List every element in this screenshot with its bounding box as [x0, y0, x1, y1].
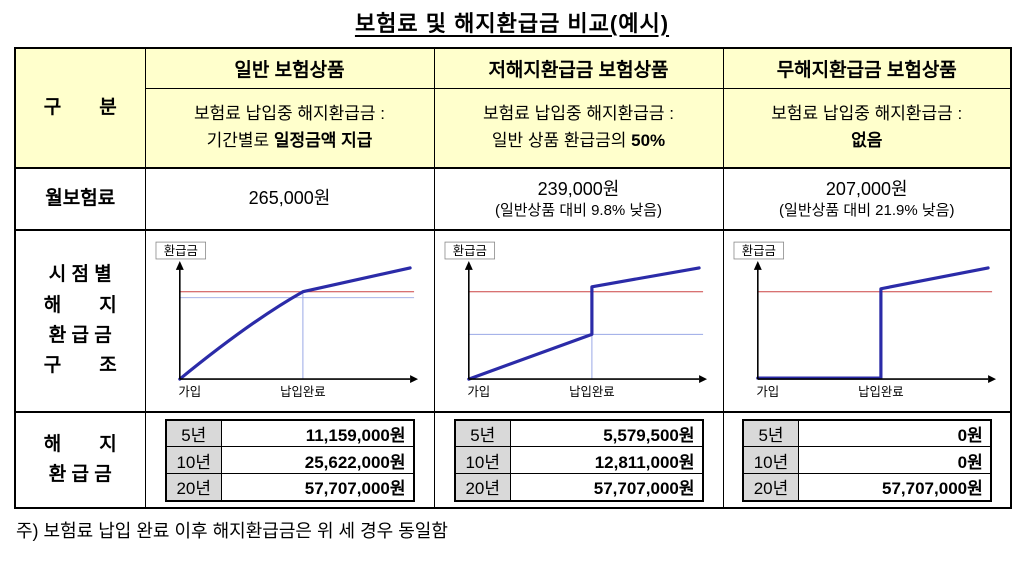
table-row: 20년 57,707,000원 — [742, 473, 992, 501]
table-row: 20년 57,707,000원 — [165, 473, 414, 501]
table-row: 10년 12,811,000원 — [454, 446, 703, 474]
x-start-label: 가입 — [178, 384, 201, 398]
x-end-label: 납입완료 — [569, 384, 615, 398]
product-name-general: 일반 보험상품 — [144, 47, 435, 89]
chart-low-surrender: 환급금 가입 납입완료 — [444, 241, 707, 398]
footnote: 주) 보험료 납입 완료 이후 해지환급금은 위 세 경우 동일함 — [16, 521, 448, 541]
values-table-general: 5년 11,159,000원 10년 25,622,000원 20년 57,707,0… — [164, 418, 415, 502]
year-cell: 20년 — [454, 473, 511, 501]
comparison-table: 구 분 일반 보험상품 저해지환급금 보험상품 무해지환급금 보험상품 보험료 … — [14, 47, 1012, 509]
table-row: 20년 57,707,000원 — [454, 473, 703, 501]
premium-note: (일반상품 대비 21.9% 낮음) — [779, 201, 955, 219]
amount-cell: 57,707,000원 — [510, 473, 703, 501]
monthly-premium-row: 월보험료 265,000원 239,000원 (일반상품 대비 9.8% 낮음)… — [14, 167, 1012, 231]
x-axis-arrow — [409, 374, 418, 383]
surrender-structure-row: 시 점 별 해 지 환 급 금 구 조 환급금 가입 납입완료 — [14, 229, 1012, 413]
x-end-label: 납입완료 — [858, 384, 904, 398]
header-name-row: 구 분 일반 보험상품 저해지환급금 보험상품 무해지환급금 보험상품 — [14, 47, 1012, 169]
chart-cell-general: 환급금 가입 납입완료 — [144, 229, 435, 413]
amount-cell: 12,811,000원 — [510, 446, 703, 474]
row-label-values: 해 지 환 급 금 — [14, 411, 146, 509]
values-table-no-surrender: 5년 0원 10년 0원 20년 57,707,000원 — [741, 418, 992, 502]
product-name-low-surrender: 저해지환급금 보험상품 — [433, 47, 724, 89]
table-row: 5년 5,579,500원 — [454, 419, 703, 447]
premium-no-surrender: 207,000원 (일반상품 대비 21.9% 낮음) — [722, 167, 1012, 231]
amount-cell: 57,707,000원 — [798, 473, 992, 501]
product-name-no-surrender: 무해지환급금 보험상품 — [722, 47, 1012, 89]
amount-cell: 57,707,000원 — [221, 473, 414, 501]
desc-line2: 기간별로 일정금액 지급 — [206, 130, 373, 150]
page-title: 보험료 및 해지환급금 비교(예시) — [354, 11, 670, 36]
x-axis-arrow — [698, 374, 707, 383]
y-axis-arrow — [464, 260, 473, 270]
values-cell-no-surrender: 5년 0원 10년 0원 20년 57,707,000원 — [722, 411, 1012, 509]
premium-note: (일반상품 대비 9.8% 낮음) — [494, 201, 663, 219]
x-start-label: 가입 — [756, 384, 779, 398]
values-cell-general: 5년 11,159,000원 10년 25,622,000원 20년 57,707,0… — [144, 411, 435, 509]
premium-general: 265,000원 — [144, 167, 435, 231]
surrender-curve — [177, 265, 412, 381]
y-axis-arrow — [753, 260, 762, 270]
y-label-box — [155, 241, 206, 259]
chart-cell-no-surrender: 환급금 가입 납입완료 — [722, 229, 1012, 413]
amount-cell: 5,579,500원 — [510, 419, 703, 447]
amount-cell: 11,159,000원 — [221, 419, 414, 447]
year-cell: 10년 — [165, 446, 222, 474]
amount-cell: 0원 — [798, 446, 992, 474]
y-axis-label: 환급금 — [452, 244, 486, 258]
desc-line2: 일반 상품 환급금의 50% — [491, 130, 666, 150]
amount-cell: 25,622,000원 — [221, 446, 414, 474]
year-cell: 10년 — [454, 446, 511, 474]
surrender-curve — [466, 265, 701, 381]
product-desc-general: 보험료 납입중 해지환급금 : 기간별로 일정금액 지급 — [144, 87, 435, 169]
surrender-curve — [755, 265, 990, 380]
table-row: 10년 25,622,000원 — [165, 446, 414, 474]
premium-amount: 239,000원 — [537, 178, 620, 199]
year-cell: 5년 — [742, 419, 800, 447]
desc-line1: 보험료 납입중 해지환급금 : — [483, 104, 674, 124]
row-label-category: 구 분 — [14, 47, 146, 169]
product-desc-no-surrender: 보험료 납입중 해지환급금 : 없음 — [722, 87, 1012, 169]
premium-amount: 265,000원 — [248, 188, 331, 209]
y-axis-label: 환급금 — [741, 244, 775, 258]
desc-line1: 보험료 납입중 해지환급금 : — [771, 104, 963, 124]
amount-cell: 0원 — [798, 419, 992, 447]
x-axis-arrow — [987, 374, 996, 383]
surrender-values-row: 해 지 환 급 금 5년 11,159,000원 10년 25,622,000원 2… — [14, 411, 1012, 509]
chart-general: 환급금 가입 납입완료 — [155, 241, 418, 398]
table-row: 10년 0원 — [742, 446, 992, 474]
table-row: 5년 0원 — [742, 419, 992, 447]
y-axis-label: 환급금 — [163, 244, 197, 258]
year-cell: 20년 — [742, 473, 800, 501]
y-label-box — [444, 241, 495, 259]
header-desc-row: 보험료 납입중 해지환급금 : 기간별로 일정금액 지급 보험료 납입중 해지환… — [15, 87, 1012, 169]
year-cell: 5년 — [165, 419, 222, 447]
document-page: 보험료 및 해지환급금 비교(예시) 구 분 일반 보험상품 저해지환급금 보험… — [14, 11, 1012, 541]
premium-amount: 207,000원 — [825, 178, 908, 199]
x-start-label: 가입 — [467, 384, 490, 398]
row-label-premium: 월보험료 — [14, 167, 146, 231]
year-cell: 20년 — [165, 473, 222, 501]
table-row: 5년 11,159,000원 — [165, 419, 414, 447]
y-axis-arrow — [175, 260, 184, 270]
desc-line2: 없음 — [851, 130, 883, 150]
year-cell: 5년 — [454, 419, 511, 447]
chart-cell-low-surrender: 환급금 가입 납입완료 — [433, 229, 724, 413]
desc-line1: 보험료 납입중 해지환급금 : — [194, 104, 385, 124]
premium-low-surrender: 239,000원 (일반상품 대비 9.8% 낮음) — [433, 167, 724, 231]
x-end-label: 납입완료 — [280, 384, 326, 398]
values-cell-low-surrender: 5년 5,579,500원 10년 12,811,000원 20년 57,707,00… — [433, 411, 724, 509]
year-cell: 10년 — [742, 446, 800, 474]
chart-no-surrender: 환급금 가입 납입완료 — [733, 241, 996, 398]
product-desc-low-surrender: 보험료 납입중 해지환급금 : 일반 상품 환급금의 50% — [433, 87, 724, 169]
values-table-low-surrender: 5년 5,579,500원 10년 12,811,000원 20년 57,707,00… — [453, 418, 704, 502]
y-label-box — [733, 241, 784, 259]
row-label-chart: 시 점 별 해 지 환 급 금 구 조 — [14, 229, 146, 413]
